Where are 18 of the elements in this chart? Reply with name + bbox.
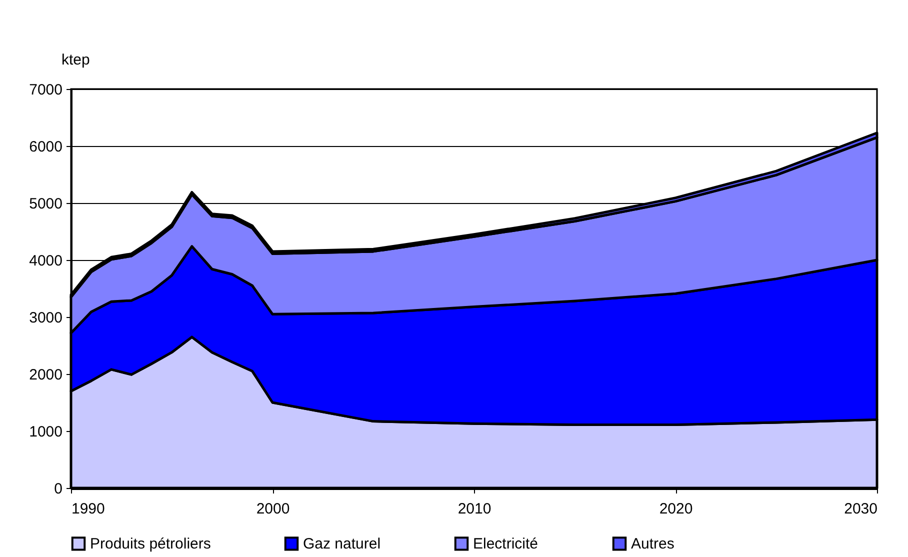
legend-label: Produits pétroliers	[90, 536, 211, 553]
y-tick-label: 5000	[29, 196, 62, 212]
y-tick-label: 1000	[29, 424, 62, 440]
y-axis-title: ktep	[62, 52, 90, 68]
x-tick-label: 1990	[72, 500, 105, 518]
y-tick-label: 7000	[29, 82, 62, 98]
y-tick-label: 2000	[29, 366, 62, 384]
y-tick-label: 6000	[29, 138, 62, 156]
x-tick-label: 2000	[256, 500, 290, 518]
legend-label: Gaz naturel	[303, 536, 381, 553]
y-tick-label: 0	[54, 480, 62, 498]
x-tick-label: 2020	[659, 500, 693, 518]
y-tick-label: 4000	[29, 252, 62, 270]
y-tick-label: 3000	[29, 310, 62, 326]
x-tick-label: 2010	[458, 500, 492, 518]
x-tick-label: 2030	[844, 500, 878, 518]
legend-label: Autres	[631, 536, 674, 553]
legend-label: Electricité	[473, 536, 538, 553]
